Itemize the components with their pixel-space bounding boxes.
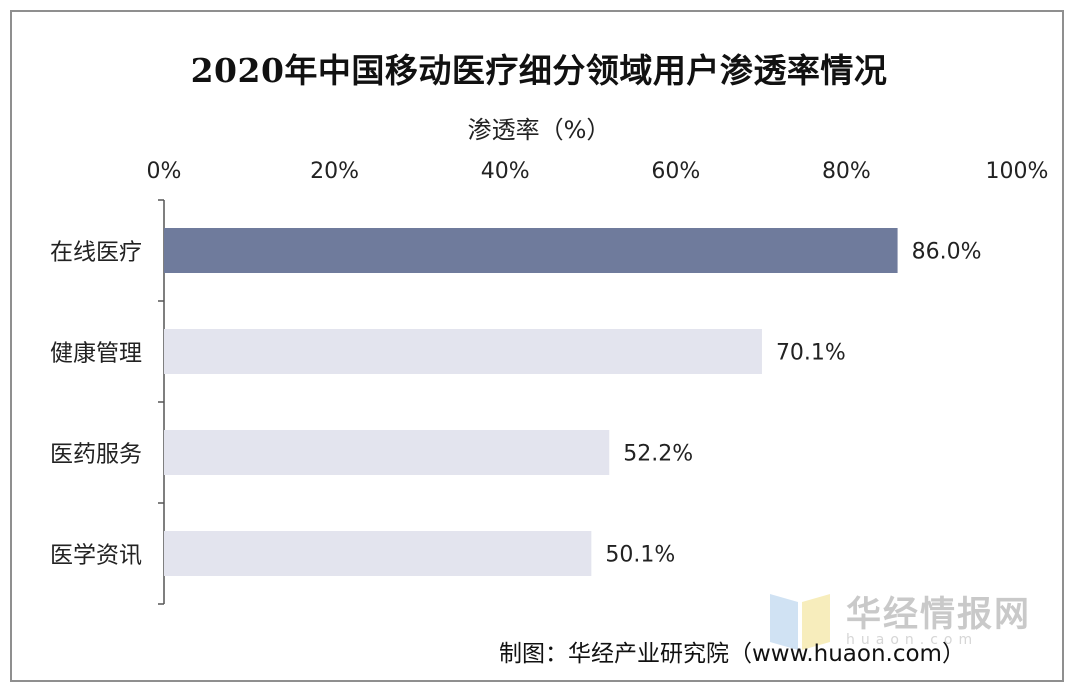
category-label: 健康管理: [50, 341, 142, 367]
x-tick-label: 40%: [481, 159, 530, 184]
x-tick-label: 60%: [651, 159, 700, 184]
category-label: 在线医疗: [50, 240, 142, 266]
watermark-logo-icon: [768, 584, 838, 658]
x-tick-label: 20%: [310, 159, 359, 184]
data-label: 52.2%: [623, 442, 693, 467]
chart-title: 2020年中国移动医疗细分领域用户渗透率情况: [190, 51, 888, 90]
bar: [164, 228, 898, 273]
watermark-text: 华经情报网: [846, 595, 1032, 635]
category-label: 医学资讯: [50, 543, 142, 569]
x-tick-label: 80%: [822, 159, 871, 184]
bar: [164, 531, 592, 576]
bar: [164, 329, 762, 374]
x-tick-label: 0%: [147, 159, 182, 184]
watermark-subtext: huaon.com: [846, 632, 979, 648]
data-label: 50.1%: [605, 543, 675, 568]
bar: [164, 430, 610, 475]
x-tick-label: 100%: [986, 159, 1049, 184]
data-label: 70.1%: [776, 341, 846, 366]
category-label: 医药服务: [50, 442, 142, 468]
source-note: 制图：华经产业研究院（www.huaon.com）: [499, 641, 965, 667]
x-axis-label: 渗透率（%）: [467, 116, 611, 144]
data-label: 86.0%: [912, 240, 982, 265]
